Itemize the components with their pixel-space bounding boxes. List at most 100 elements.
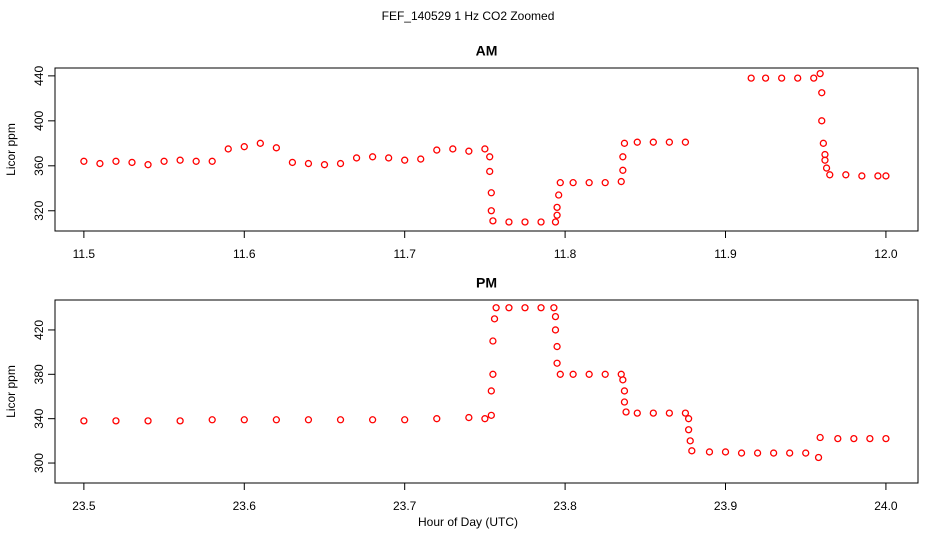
- data-point: [622, 408, 630, 416]
- data-point: [486, 167, 494, 176]
- data-point: [80, 157, 88, 165]
- data-point: [465, 147, 473, 155]
- panel-title: PM: [476, 275, 497, 291]
- data-point: [753, 449, 762, 457]
- data-point: [352, 154, 361, 162]
- y-tick-label: 380: [32, 364, 46, 384]
- x-tick-label: 11.5: [73, 247, 96, 261]
- data-point: [553, 359, 561, 367]
- data-point: [449, 145, 457, 153]
- data-point: [368, 416, 377, 424]
- data-point: [551, 326, 560, 334]
- y-tick-label: 420: [32, 320, 46, 340]
- data-point: [208, 157, 216, 165]
- y-axis-label: Licor ppm: [4, 365, 18, 418]
- data-point: [620, 139, 629, 147]
- data-point: [681, 138, 690, 146]
- data-point: [821, 156, 829, 164]
- data-point: [553, 211, 561, 219]
- data-point: [256, 139, 264, 147]
- data-point: [633, 138, 641, 146]
- x-tick-label: 11.8: [554, 247, 577, 261]
- data-point: [816, 433, 824, 442]
- data-point: [818, 117, 826, 125]
- data-point: [620, 387, 629, 395]
- data-point: [336, 159, 345, 168]
- data-point: [556, 179, 564, 187]
- data-point: [553, 203, 561, 212]
- data-point: [810, 74, 818, 82]
- plot-frame: [54, 299, 919, 484]
- data-point: [401, 156, 409, 164]
- data-point: [272, 416, 281, 424]
- y-tick-label: 360: [32, 155, 46, 175]
- data-point: [569, 370, 577, 378]
- data-point: [665, 409, 674, 417]
- data-point: [224, 145, 232, 153]
- x-tick-label: 23.6: [233, 499, 257, 513]
- data-point: [486, 153, 494, 161]
- data-point: [684, 426, 693, 434]
- data-point: [144, 161, 152, 169]
- data-point: [160, 157, 168, 165]
- data-point: [826, 171, 834, 179]
- data-point: [489, 217, 497, 225]
- data-point: [816, 69, 824, 78]
- x-tick-label: 11.6: [233, 247, 256, 261]
- data-point: [487, 411, 495, 419]
- data-point: [492, 304, 500, 312]
- data-point: [481, 415, 489, 423]
- x-tick-label: 23.5: [72, 499, 96, 513]
- data-point: [208, 416, 216, 424]
- y-tick-label: 300: [32, 453, 46, 473]
- data-point: [620, 398, 629, 406]
- data-point: [649, 409, 657, 417]
- data-point: [487, 387, 495, 395]
- data-point: [569, 179, 577, 187]
- data-point: [320, 161, 329, 169]
- data-point: [465, 413, 473, 422]
- data-point: [537, 304, 545, 312]
- data-point: [112, 157, 120, 165]
- data-point: [240, 143, 248, 151]
- data-point: [794, 74, 802, 82]
- data-point: [721, 448, 730, 456]
- data-point: [686, 437, 694, 445]
- x-tick-label: 23.8: [553, 499, 577, 513]
- data-point: [842, 171, 850, 179]
- panel-title: AM: [476, 43, 498, 59]
- data-point: [705, 448, 714, 456]
- data-point: [882, 434, 890, 443]
- data-point: [192, 157, 200, 165]
- data-point: [240, 416, 248, 424]
- data-point: [272, 144, 281, 152]
- y-tick-label: 400: [32, 111, 46, 131]
- data-point: [556, 370, 564, 378]
- data-point: [385, 154, 393, 162]
- data-point: [304, 159, 313, 168]
- data-point: [368, 153, 377, 161]
- data-point: [487, 189, 495, 197]
- x-tick-label: 23.7: [393, 499, 417, 513]
- data-point: [551, 218, 560, 226]
- data-point: [769, 449, 778, 457]
- data-point: [433, 146, 441, 154]
- data-point: [819, 139, 828, 147]
- data-point: [537, 218, 545, 226]
- data-point: [417, 155, 425, 163]
- data-point: [822, 164, 831, 172]
- x-axis-label: Hour of Day (UTC): [418, 515, 518, 529]
- data-point: [521, 218, 529, 226]
- data-point: [617, 177, 625, 186]
- data-point: [585, 179, 593, 187]
- figure-title: FEF_140529 1 Hz CO2 Zoomed: [382, 9, 555, 23]
- data-point: [649, 138, 657, 146]
- data-point: [304, 416, 313, 424]
- data-point: [866, 434, 874, 443]
- data-point: [601, 370, 609, 378]
- data-point: [144, 417, 152, 425]
- data-point: [288, 158, 297, 167]
- data-point: [874, 172, 882, 180]
- data-point: [761, 74, 770, 82]
- data-point: [481, 145, 489, 153]
